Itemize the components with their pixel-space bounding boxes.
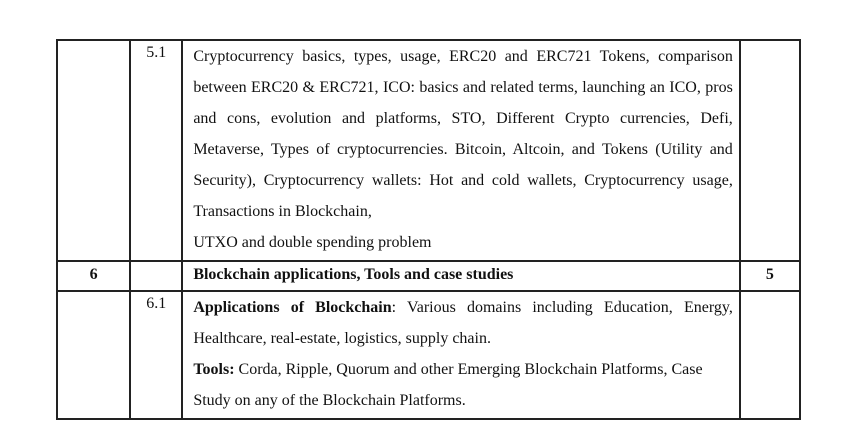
hours-cell-empty [738, 290, 802, 420]
submodule-content: Cryptocurrency basics, types, usage, ERC… [181, 39, 741, 262]
tools-label: Tools: [193, 361, 235, 378]
table-row-module-6: 6 Blockchain applications, Tools and cas… [55, 260, 802, 292]
module-hours: 5 [738, 260, 802, 292]
module-title: Blockchain applications, Tools and case … [181, 260, 741, 292]
content-text: Cryptocurrency basics, types, usage, ERC… [193, 48, 733, 220]
table-row-6-1: 6.1 Applications of Blockchain: Various … [55, 290, 802, 420]
table-row-5-1: 5.1 Cryptocurrency basics, types, usage,… [55, 39, 802, 262]
submodule-number: 6.1 [129, 290, 184, 420]
submodule-content: Applications of Blockchain: Various doma… [181, 290, 741, 420]
module-cell-empty [55, 290, 132, 420]
submodule-number: 5.1 [129, 39, 184, 262]
submodule-cell-empty [129, 260, 184, 292]
applications-label: Applications of Blockchain [193, 299, 392, 316]
tools-paragraph: Tools: Corda, Ripple, Quorum and other E… [193, 354, 733, 416]
applications-paragraph: Applications of Blockchain: Various doma… [193, 292, 733, 354]
applications-text: : Various domains including Education, E… [193, 299, 733, 347]
module-number: 6 [55, 260, 132, 292]
hours-cell-empty [738, 39, 802, 262]
content-text-last: UTXO and double spending problem [193, 234, 432, 251]
tools-text: Corda, Ripple, Quorum and other Emerging… [193, 361, 703, 409]
module-cell-empty [55, 39, 132, 262]
syllabus-table: 5.1 Cryptocurrency basics, types, usage,… [55, 39, 802, 420]
